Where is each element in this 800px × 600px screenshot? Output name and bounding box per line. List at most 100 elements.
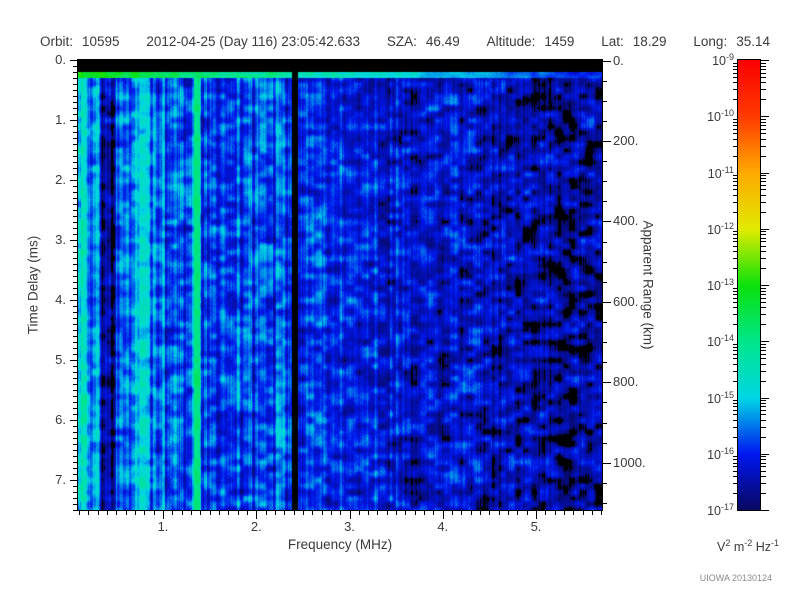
colorbar-minor-tick-right [761, 118, 766, 120]
colorbar-minor-tick-right [761, 65, 766, 67]
colorbar-major-tick [761, 397, 769, 399]
x-axis-tick [489, 511, 491, 515]
y2-axis-tick-label: 0. [613, 52, 624, 68]
y2-axis-tick [603, 402, 607, 404]
colorbar-minor-tick-right [761, 194, 766, 196]
colorbar-minor-tick-left [733, 181, 738, 183]
y2-axis-tick [603, 80, 607, 82]
x-axis-tick [330, 511, 332, 515]
y-axis-tick [73, 222, 77, 223]
x-axis-tick [293, 511, 295, 515]
colorbar-minor-tick-left [733, 470, 738, 472]
y-axis-tick [73, 138, 77, 139]
x-axis-tick [517, 511, 519, 515]
colorbar-minor-tick-left [733, 314, 738, 316]
y-axis-tick [73, 84, 77, 85]
colorbar-minor-tick-left [733, 290, 738, 292]
colorbar-minor-tick-right [761, 358, 766, 360]
y-axis-tick [70, 240, 77, 241]
colorbar-minor-tick-right [761, 297, 766, 299]
y2-axis-tick [603, 181, 607, 183]
y-axis-tick [73, 492, 77, 493]
x-axis-tick [107, 511, 109, 515]
x-axis-tick [480, 511, 482, 515]
y-axis-tick [70, 420, 77, 421]
colorbar-minor-tick-right [761, 307, 766, 309]
y-axis-tick [73, 246, 77, 247]
x-axis-tick [414, 511, 416, 515]
colorbar-minor-tick-right [761, 99, 766, 101]
colorbar-minor-tick-right [761, 403, 766, 404]
colorbar-minor-tick-right [761, 181, 766, 183]
y-axis-tick [73, 372, 77, 373]
y-axis-tick [73, 408, 77, 409]
y-axis-tick [70, 120, 77, 121]
colorbar-minor-tick-left [733, 343, 738, 345]
x-axis-tick [265, 511, 267, 515]
y2-axis-tick [603, 321, 607, 323]
y-axis-tick [73, 258, 77, 259]
x-axis-tick [340, 511, 342, 515]
header-info-line: Orbit: 10595 2012-04-25 (Day 116) 23:05:42… [40, 34, 770, 49]
unit-base: V [716, 540, 726, 555]
colorbar-minor-tick-left [733, 400, 738, 402]
colorbar-minor-tick-right [761, 201, 766, 203]
y-axis-tick [73, 96, 77, 97]
y2-axis-tick [603, 342, 607, 344]
spectrogram-plot-frame [77, 59, 603, 511]
colorbar-minor-tick-right [761, 483, 766, 485]
colorbar-major-tick [761, 453, 769, 455]
x-axis-tick-label: 5. [530, 519, 542, 534]
x-axis-tick [442, 511, 444, 519]
y-axis-tick [73, 390, 77, 391]
colorbar-minor-tick-left [733, 138, 738, 140]
y2-axis-tick-label: 600. [613, 293, 639, 309]
colorbar-minor-tick-left [733, 128, 738, 130]
colorbar-minor-tick-right [761, 363, 766, 365]
header-field-5: Long: 35.14 [693, 34, 770, 49]
colorbar-major-tick [761, 510, 769, 511]
colorbar-minor-tick-left [733, 436, 738, 438]
colorbar-minor-tick-right [761, 155, 766, 157]
y2-axis-tick [603, 281, 607, 283]
y-axis-tick [73, 318, 77, 319]
x-axis-tick [508, 511, 510, 515]
x-axis-tick [452, 511, 454, 515]
colorbar-minor-tick-left [733, 68, 738, 70]
x-axis-tick [181, 511, 183, 515]
y-axis-tick [73, 72, 77, 73]
header-field-value: 10595 [82, 34, 120, 49]
y-axis-tick-label: 3. [55, 232, 66, 247]
y2-axis-tick-label: 800. [613, 374, 639, 390]
x-axis-tick [545, 511, 547, 515]
colorbar-minor-tick-left [733, 358, 738, 360]
header-field-value: 46.49 [425, 34, 460, 49]
colorbar-minor-tick-left [733, 125, 738, 126]
colorbar-minor-tick-left [733, 155, 738, 157]
colorbar-minor-tick-right [761, 414, 766, 416]
colorbar-frame [737, 59, 761, 511]
colorbar-tick-label: 10-14 [707, 333, 734, 350]
colorbar-minor-tick-right [761, 400, 766, 402]
colorbar-minor-tick-right [761, 128, 766, 130]
colorbar-minor-tick-left [733, 145, 738, 147]
colorbar-minor-tick-right [761, 350, 766, 351]
colorbar-minor-tick-left [733, 293, 738, 295]
x-axis-tick [563, 511, 565, 515]
colorbar-minor-tick-left [733, 76, 738, 78]
header-field-label: Long: [693, 34, 728, 49]
y2-axis-tick [603, 442, 607, 444]
colorbar-minor-tick-left [733, 99, 738, 101]
colorbar-minor-tick-right [761, 290, 766, 292]
colorbar-tick-label: 10-15 [707, 389, 734, 406]
y-axis-tick [73, 204, 77, 205]
colorbar-minor-tick-left [733, 241, 738, 243]
colorbar-minor-tick-right [761, 346, 766, 348]
y-axis-tick [73, 330, 77, 331]
colorbar-canvas [738, 60, 760, 510]
y-axis-tick [73, 474, 77, 475]
x-axis-tick [573, 511, 575, 515]
x-axis-tick-label: 4. [437, 519, 449, 534]
header-field-value: 35.14 [736, 34, 770, 49]
spectrogram-canvas [78, 60, 602, 510]
